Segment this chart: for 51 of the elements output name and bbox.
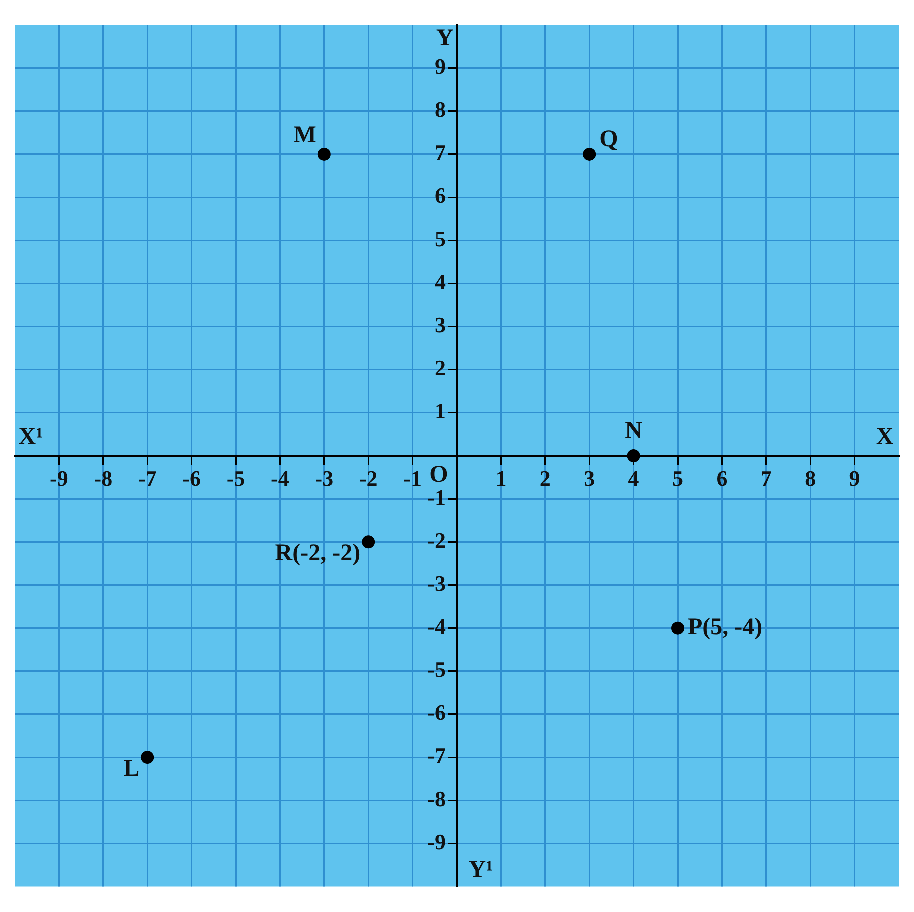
x-tick-label: -6 (182, 466, 201, 491)
x-tick-label: -5 (226, 466, 246, 491)
y-tick-label: -9 (428, 829, 457, 854)
annotation: M (294, 122, 316, 149)
annotation: R(-2, -2) (275, 540, 361, 566)
x-tick-label: 1 (496, 466, 507, 491)
y-tick-label: 1 (435, 398, 457, 424)
point (141, 751, 154, 764)
y-tick-label: -6 (428, 700, 457, 726)
y-tick-label: 8 (435, 97, 457, 122)
point (672, 622, 684, 635)
x-tick-label: 8 (805, 466, 816, 491)
y-tick-label: 4 (435, 269, 457, 294)
x-tick-label: 6 (716, 466, 728, 491)
x-tick-label: -3 (315, 466, 334, 491)
y-tick-label: 6 (435, 183, 457, 208)
annotation: X (876, 424, 894, 450)
y-tick-label: 3 (435, 312, 457, 338)
y-tick-label: -4 (428, 614, 457, 640)
x-tick-label: -2 (359, 466, 378, 491)
annotation: Y (436, 25, 454, 52)
x-tick-label: -8 (94, 466, 113, 491)
point (627, 450, 640, 462)
y-tick-label: -8 (428, 786, 457, 812)
x-tick-label: -7 (138, 466, 157, 491)
x-tick-label: 9 (849, 466, 860, 491)
annotation: X¹ (18, 424, 44, 450)
x-tick-label: -1 (404, 466, 422, 491)
y-tick-label: 2 (435, 356, 457, 381)
y-tick-label: -5 (428, 657, 457, 682)
x-tick-label: 7 (760, 466, 772, 491)
y-tick-label: 7 (435, 140, 457, 166)
x-tick-label: 3 (584, 466, 596, 491)
x-tick-label: 4 (628, 466, 640, 491)
x-tick-label: -9 (50, 466, 68, 491)
annotation: Y¹ (468, 857, 494, 884)
y-tick-label: 9 (435, 54, 457, 79)
point (362, 536, 376, 549)
point (318, 148, 331, 161)
point (583, 148, 596, 161)
y-tick-label: -7 (428, 743, 457, 768)
y-tick-label: 5 (435, 226, 457, 252)
annotation: P(5, -4) (688, 614, 763, 641)
annotation: Q (600, 126, 618, 153)
annotation: N (625, 418, 644, 444)
annotation: L (124, 756, 140, 782)
y-tick-label: -3 (428, 570, 457, 596)
x-tick-label: 2 (540, 466, 551, 491)
x-tick-label: 5 (672, 466, 684, 491)
y-tick-label: -2 (428, 528, 457, 553)
x-tick-label: -4 (271, 466, 290, 491)
